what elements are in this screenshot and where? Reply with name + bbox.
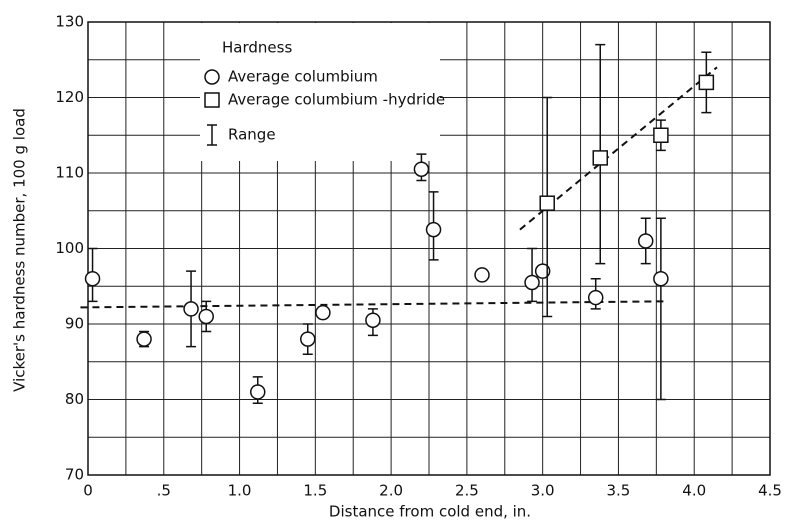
y-axis-label: Vicker's hardness number, 100 g load (11, 108, 29, 392)
point (249, 384, 266, 400)
legend-marker (204, 69, 220, 85)
x-tick-label: 0 (83, 482, 93, 500)
point (300, 331, 316, 347)
y-tick-label: 120 (55, 88, 84, 106)
y-tick-label: 80 (65, 390, 84, 408)
x-tick-label: 2.0 (379, 482, 403, 500)
point (524, 274, 540, 291)
point (539, 195, 555, 211)
x-axis-label: Distance from cold end, in. (329, 503, 531, 521)
y-tick-label: 90 (65, 315, 84, 333)
x-tick-label: 1.0 (228, 482, 252, 500)
point (413, 161, 430, 177)
y-tick-label: 70 (65, 466, 84, 484)
legend: Hardness Average columbium Average columbi… (200, 23, 445, 161)
legend-title: Hardness (222, 39, 292, 57)
point (592, 150, 609, 166)
y-tick-label: 130 (55, 13, 84, 31)
x-tick-label: 3.5 (607, 482, 631, 500)
point (698, 74, 715, 91)
point (534, 263, 551, 279)
point (84, 270, 101, 287)
legend-label: Range (228, 126, 276, 144)
x-tick-label: 1.5 (303, 482, 327, 500)
error-bar (655, 217, 666, 401)
point (474, 267, 490, 283)
point (425, 221, 442, 238)
point (365, 312, 381, 328)
legend-label: Average columbium -hydride (228, 91, 445, 109)
point (183, 301, 199, 317)
x-tick-label: 4.0 (682, 482, 706, 500)
point (637, 233, 654, 249)
point (198, 308, 214, 325)
legend-marker (204, 92, 220, 108)
y-tick-label: 110 (55, 164, 84, 182)
point (653, 127, 669, 143)
trend-line (80, 300, 664, 309)
legend-box (200, 23, 440, 161)
point (653, 270, 669, 287)
y-tick-label: 100 (55, 239, 84, 257)
point (587, 289, 604, 306)
point (315, 304, 331, 321)
legend-range (207, 124, 217, 146)
point (136, 331, 152, 347)
x-tick-label: 3.0 (531, 482, 555, 500)
legend-label: Average columbium (228, 68, 378, 86)
x-tick-label: 4.5 (758, 482, 782, 500)
x-tick-label: 2.5 (455, 482, 479, 500)
x-tick-label: .5 (157, 482, 171, 500)
